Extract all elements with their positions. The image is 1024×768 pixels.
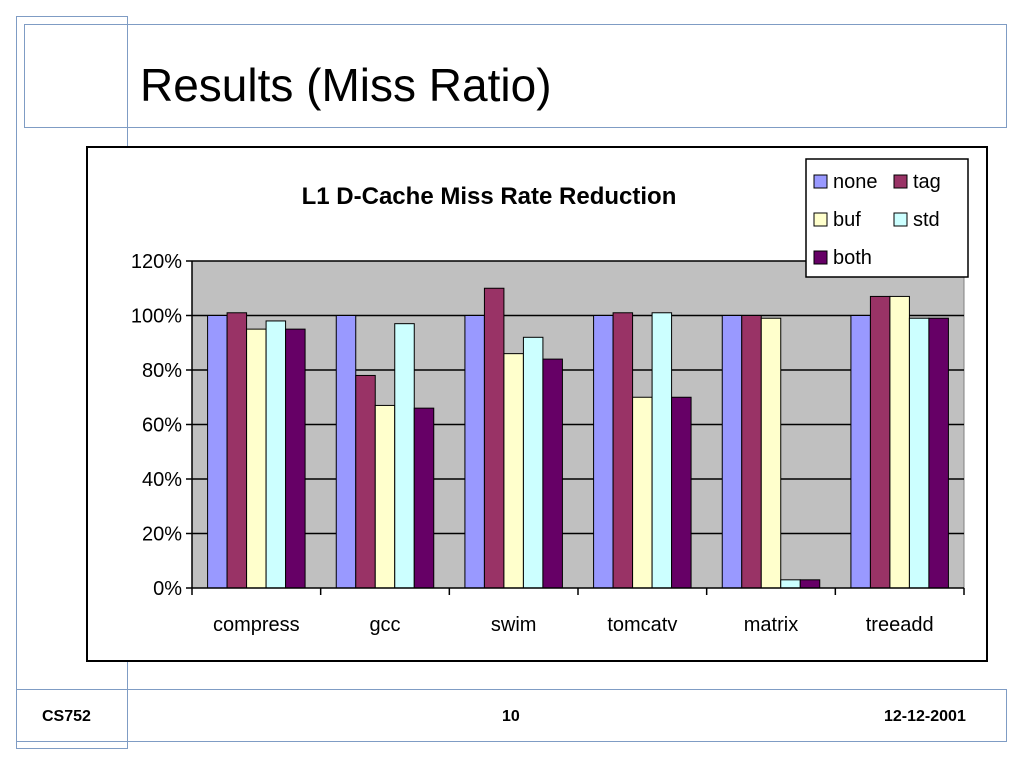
- y-tick-label: 40%: [142, 469, 182, 491]
- y-tick-label: 20%: [142, 524, 182, 546]
- bar-std: [394, 323, 415, 589]
- legend-label-tag: tag: [913, 171, 941, 193]
- frame-footer-band: [16, 689, 1007, 742]
- bar-both: [413, 407, 435, 589]
- bar-both: [285, 328, 306, 589]
- bar-tag: [483, 287, 505, 589]
- bar-none: [464, 315, 485, 589]
- legend-box: [805, 158, 969, 278]
- bar-tag: [355, 374, 376, 589]
- bar-buf: [374, 404, 396, 589]
- y-tick-label: 120%: [131, 251, 182, 273]
- bar-std: [908, 317, 930, 589]
- bar-std: [780, 579, 801, 589]
- legend-label-buf: buf: [833, 209, 861, 231]
- x-category-label: compress: [213, 614, 300, 636]
- footer-date: 12-12-2001: [884, 708, 966, 725]
- y-tick-label: 0%: [153, 578, 182, 600]
- bar-chart: L1 D-Cache Miss Rate Reduction 0% 20% 40% 60…: [131, 158, 969, 636]
- y-tick-label: 60%: [142, 415, 182, 437]
- bar-none: [335, 315, 357, 589]
- bar-std: [265, 320, 287, 589]
- x-category-label: tomcatv: [607, 614, 677, 636]
- bar-both: [799, 579, 821, 589]
- bar-none: [207, 315, 228, 589]
- bar-tag: [612, 312, 634, 589]
- bar-none: [721, 315, 743, 589]
- bar-buf: [632, 396, 653, 589]
- bar-both: [542, 358, 563, 589]
- footer-course: CS752: [42, 708, 91, 725]
- legend-swatch-none: [813, 174, 828, 189]
- bar-buf: [889, 295, 910, 589]
- legend-swatch-buf: [813, 212, 828, 227]
- bar-tag: [869, 295, 891, 589]
- x-category-label: matrix: [744, 614, 798, 636]
- bar-buf: [246, 328, 267, 589]
- legend-label-std: std: [913, 209, 940, 231]
- chart-title: L1 D-Cache Miss Rate Reduction: [302, 183, 677, 210]
- bar-std: [522, 336, 544, 589]
- footer-page-number: 10: [502, 708, 520, 725]
- legend-swatch-tag: [893, 174, 908, 189]
- legend-label-both: both: [833, 247, 872, 269]
- x-category-label: swim: [491, 614, 537, 636]
- bar-both: [671, 396, 692, 589]
- chart-container: L1 D-Cache Miss Rate Reduction 0% 20% 40% 60…: [86, 146, 988, 662]
- x-category-label: gcc: [369, 614, 400, 636]
- bar-std: [651, 312, 673, 589]
- bar-tag: [741, 315, 762, 589]
- bar-none: [850, 315, 871, 589]
- legend-swatch-both: [813, 250, 828, 265]
- legend-swatch-std: [893, 212, 908, 227]
- bar-buf: [760, 317, 782, 589]
- frame-title-band: [24, 24, 1007, 128]
- bar-none: [593, 315, 614, 589]
- y-tick-label: 100%: [131, 306, 182, 328]
- legend-label-none: none: [833, 171, 878, 193]
- x-category-label: treeadd: [866, 614, 934, 636]
- bar-buf: [503, 353, 524, 589]
- y-tick-label: 80%: [142, 360, 182, 382]
- slide-title: Results (Miss Ratio): [140, 59, 552, 111]
- bar-tag: [226, 312, 248, 589]
- bar-both: [928, 317, 949, 589]
